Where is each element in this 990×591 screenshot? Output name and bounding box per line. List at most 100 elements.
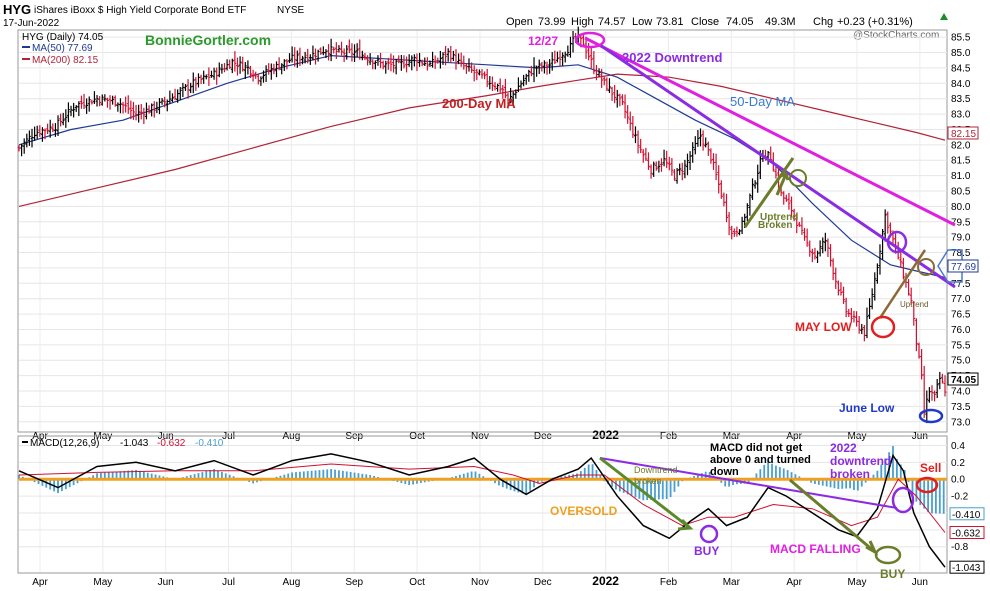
annotation-may-low: MAY LOW: [795, 320, 852, 334]
price-tick-label: 80.5: [951, 187, 971, 198]
histogram-bar: [576, 473, 578, 480]
ohlc-bar: [613, 84, 617, 104]
ohlc-bar: [652, 161, 656, 177]
month-label: May: [93, 577, 112, 588]
histogram-bar: [696, 474, 699, 480]
histogram-bar: [814, 479, 816, 484]
annotation-macd-falling: MACD FALLING: [770, 542, 861, 556]
ohlc-bar: [217, 62, 221, 78]
ohlc-bar: [262, 70, 266, 83]
ohlc-bar: [678, 163, 682, 176]
month-label: Apr: [786, 577, 802, 588]
histogram-bar: [825, 479, 828, 487]
close-value: 74.05: [726, 16, 754, 28]
high-value: 74.57: [598, 16, 626, 28]
ohlc-bar: [790, 196, 794, 218]
ohlc-bar: [381, 60, 385, 70]
ohlc-bar: [316, 49, 320, 62]
ohlc-bar: [235, 57, 239, 76]
histogram-bar: [599, 475, 602, 480]
ohlc-bar: [821, 237, 825, 254]
ohlc-bar: [490, 76, 494, 92]
histogram-bar: [107, 472, 110, 480]
histogram-bar: [942, 479, 945, 514]
ohlc-bar: [631, 115, 635, 138]
ohlc-bar: [857, 315, 861, 334]
price-tick-label: 78.5: [951, 248, 971, 259]
ohlc-bar: [501, 84, 505, 99]
annotation-bonniegortler: BonnieGortler.com: [145, 32, 271, 48]
histogram-bar: [927, 479, 929, 513]
histogram-bar: [837, 479, 840, 490]
annotation-50-day-ma: 50-Day MA: [730, 94, 795, 109]
month-label: Oct: [409, 577, 425, 588]
chart-date: 17-Jun-2022: [3, 18, 60, 29]
ohlc-bar: [810, 248, 814, 263]
price-tick-label: 85.0: [951, 48, 971, 59]
ohlc-bar: [131, 101, 135, 120]
ohlc-bar: [914, 318, 918, 352]
ohlc-bar: [842, 286, 846, 304]
ohlc-bar: [277, 57, 281, 71]
histogram-bar: [872, 474, 875, 480]
ohlc-bar: [46, 123, 50, 135]
ma200-tag: 82.15: [947, 126, 979, 140]
histogram-bar: [720, 479, 723, 483]
macd-panel-frame: [17, 435, 948, 574]
low-label: Low: [632, 16, 652, 28]
ohlc-bar: [730, 225, 734, 240]
ohlc-bar: [823, 232, 827, 252]
ohlc-bar: [803, 227, 807, 241]
histogram-bar: [693, 476, 695, 480]
ohlc-bar: [675, 168, 679, 184]
month-label: Mar: [723, 577, 741, 588]
ohlc-bar: [155, 101, 159, 114]
ohlc-bar: [912, 301, 916, 326]
price-tick-label: 74.0: [951, 387, 971, 398]
ohlc-bar: [839, 282, 843, 296]
ohlc-bar: [878, 244, 882, 275]
ohlc-bar: [254, 71, 258, 79]
ohlc-bar: [938, 371, 942, 390]
histogram-bar: [786, 470, 789, 480]
ohlc-bar: [61, 112, 65, 126]
histogram-bar: [135, 469, 137, 480]
ohlc-bar: [886, 211, 890, 234]
ohlc-bar: [868, 298, 872, 320]
ohlc-bar: [922, 365, 926, 419]
ohlc-bar: [152, 101, 156, 118]
annotation-june-low: June Low: [839, 401, 895, 415]
histogram-bar: [139, 470, 141, 480]
ohlc-bar: [272, 63, 276, 75]
ohlc-bar: [498, 78, 502, 93]
circle-macd-breakout: [891, 486, 915, 514]
histogram-bar: [583, 467, 586, 480]
histogram-bar: [923, 479, 926, 509]
price-tick-label: 81.5: [951, 156, 971, 167]
legend-macd-label: MACD(12,26,9): [30, 438, 99, 449]
histogram-bar: [775, 465, 777, 480]
macd-line: [18, 453, 946, 568]
ohlc-bar: [665, 150, 669, 169]
ohlc-bar: [436, 57, 440, 64]
histogram-bar: [302, 471, 305, 480]
histogram-bar: [841, 479, 844, 489]
svg-text:82.15: 82.15: [951, 129, 976, 140]
ohlc-bar: [113, 95, 117, 107]
ohlc-bar: [862, 325, 866, 342]
histogram-bar: [673, 479, 676, 492]
ohlc-bar: [56, 115, 60, 137]
histogram-bar: [369, 474, 372, 480]
histogram-bar: [338, 470, 340, 480]
ohlc-bar: [464, 63, 468, 74]
ohlc-bar: [334, 42, 338, 59]
ohlc-bar: [717, 165, 721, 194]
ohlc-bar: [368, 53, 372, 65]
histogram-bar: [626, 479, 629, 495]
ohlc-bar: [379, 52, 383, 69]
annotation-buy-1: BUY: [694, 544, 719, 558]
histogram-bar: [494, 479, 496, 484]
histogram-bar: [458, 474, 461, 480]
month-label: Nov: [471, 577, 489, 588]
ohlc-bar: [600, 68, 604, 88]
